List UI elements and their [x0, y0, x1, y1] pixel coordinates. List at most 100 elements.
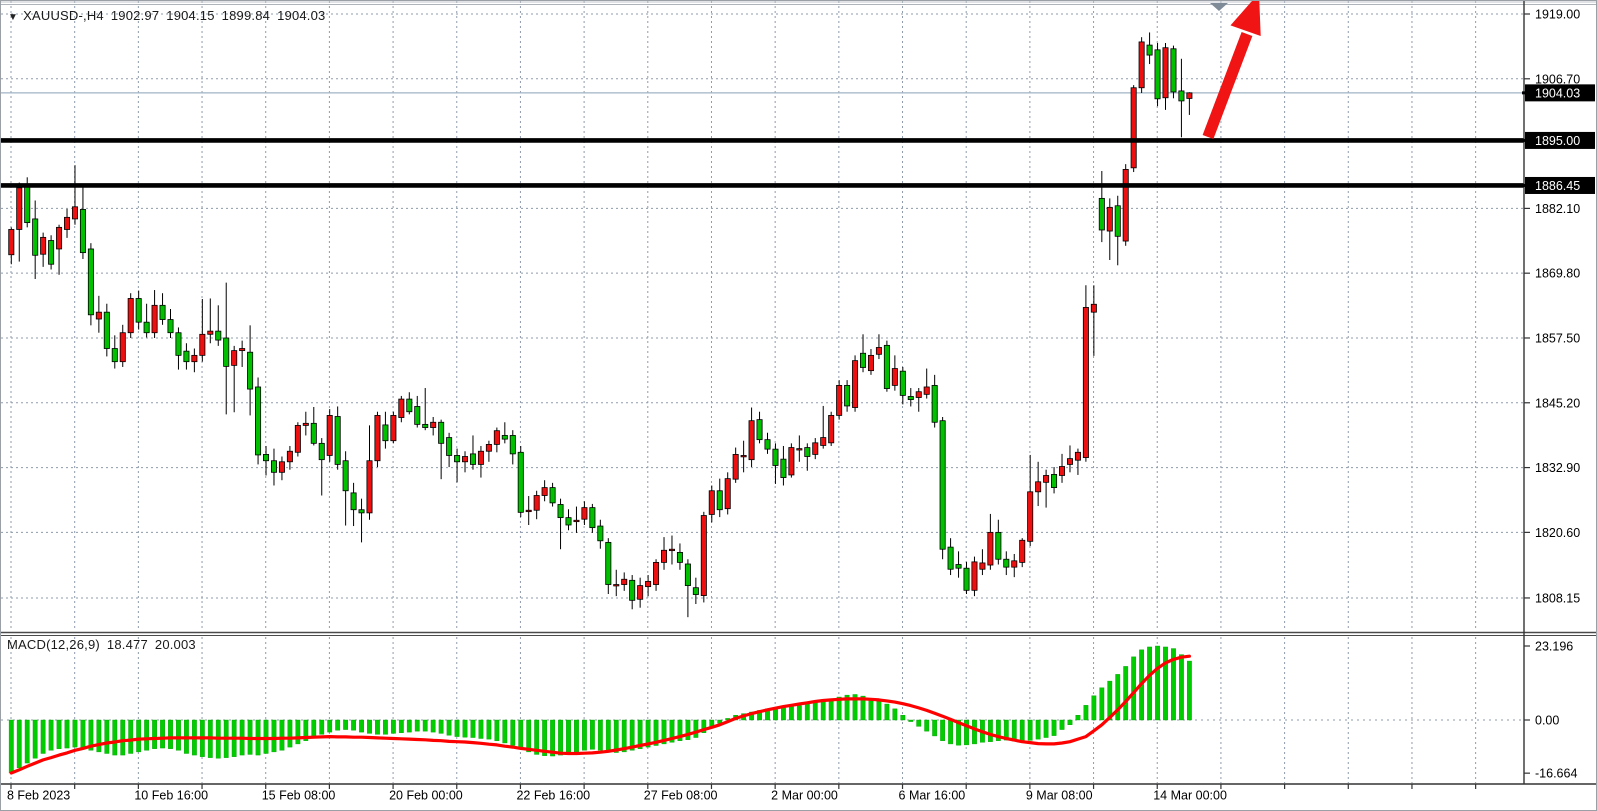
marker-triangle-icon [1210, 3, 1228, 11]
bull-candle [1035, 481, 1042, 493]
bull-candle [477, 450, 484, 465]
trend-arrow[interactable] [1202, 1, 1261, 140]
bull-candle [891, 368, 898, 386]
macd-bar [1075, 715, 1081, 721]
bull-candle [398, 398, 405, 418]
macd-bar [295, 719, 301, 745]
macd-bar [24, 719, 30, 764]
macd-bar [112, 719, 118, 756]
bear-candle [454, 455, 461, 463]
bear-candle [565, 517, 572, 526]
bear-candle [1170, 48, 1177, 93]
time-axis[interactable]: 8 Feb 2023 10 Feb 16:00 15 Feb 08:00 20 Feb… [7, 784, 1477, 803]
chevron-down-icon[interactable]: ▼ [8, 12, 19, 23]
price-axis[interactable]: 1919.00 1906.70 1882.10 1869.80 1857.50 1845.… [1522, 8, 1595, 781]
grid-lines [1, 1, 1524, 783]
macd-bar [916, 719, 922, 727]
macd-bar [518, 719, 524, 749]
bear-candle [24, 184, 31, 224]
bull-candle [231, 350, 238, 366]
bull-candle [621, 578, 628, 585]
bear-candle [255, 386, 262, 456]
bear-candle [318, 442, 325, 461]
macd-bar [1011, 719, 1017, 742]
bull-candle [748, 420, 755, 461]
price-axis-label: 1869.80 [1535, 267, 1580, 281]
macd-bar [1059, 719, 1065, 730]
macd-bar [685, 719, 691, 740]
macd-bar [534, 719, 540, 755]
macd-bar [56, 719, 62, 749]
macd-bar [375, 719, 380, 735]
macd-bar [613, 719, 619, 753]
bull-candle [390, 415, 397, 442]
support-resistance-lines[interactable] [1, 138, 1524, 188]
bear-candle [756, 419, 763, 441]
bull-candle [8, 229, 15, 256]
bull-candle [923, 386, 930, 395]
bear-candle [557, 504, 564, 519]
bear-candle [334, 416, 341, 465]
bear-candle [509, 435, 516, 455]
bear-candle [684, 563, 691, 586]
macd-bar [868, 698, 874, 721]
price-badge-text: 1895.00 [1535, 134, 1580, 148]
bull-candle [1130, 87, 1137, 169]
price-badge [1525, 84, 1595, 102]
macd-bar [160, 719, 165, 749]
bull-candle [1066, 458, 1073, 465]
macd-bar [40, 719, 46, 754]
bear-candle [676, 551, 683, 563]
macd-bar [964, 719, 969, 746]
macd-bar [1115, 674, 1121, 721]
price-axis-label: 1882.10 [1535, 202, 1580, 216]
bear-candle [883, 344, 890, 389]
bull-candle [867, 354, 874, 372]
bull-candle [278, 461, 285, 473]
bear-candle [907, 396, 914, 401]
bull-candle [64, 216, 71, 230]
macd-bar [303, 719, 309, 741]
bear-candle [32, 218, 39, 256]
macd-bar [287, 719, 293, 748]
bull-candle [1019, 539, 1026, 563]
bear-candle [780, 458, 787, 478]
macd-bar [327, 719, 333, 733]
bear-candle [1146, 44, 1153, 56]
macd-bar [948, 719, 953, 745]
macd-bar [144, 719, 150, 751]
bull-candle [796, 448, 803, 451]
low-value: 1899.84 [221, 8, 271, 23]
bear-candle [955, 564, 962, 569]
macd-bar [701, 719, 707, 733]
macd-bar [661, 719, 667, 745]
macd-bar [653, 719, 659, 746]
macd-bar [136, 719, 142, 753]
bear-candle [382, 424, 389, 442]
bear-candle [79, 209, 86, 254]
bear-candle [764, 439, 771, 450]
bull-candle [1082, 307, 1089, 458]
macd-bar [406, 719, 412, 733]
bear-candle [350, 492, 357, 511]
time-axis-label: 6 Mar 16:00 [899, 789, 966, 803]
macd-bar [924, 719, 930, 732]
bear-candle [223, 337, 230, 367]
macd-bar [64, 719, 70, 749]
macd-bar [932, 719, 938, 737]
bull-candle [127, 298, 134, 334]
macd-bar [812, 702, 818, 721]
bull-candle [1186, 92, 1193, 99]
bull-candle [812, 442, 819, 455]
macd-bar [645, 719, 651, 748]
macd-bar [1043, 719, 1049, 738]
bear-candle [860, 352, 867, 368]
bull-candle [302, 422, 309, 426]
macd-bar [892, 708, 898, 721]
macd-bar [263, 719, 269, 754]
macd-bar [804, 703, 810, 721]
bear-candle [143, 321, 150, 334]
macd-bar [486, 719, 492, 740]
bull-candle [40, 236, 47, 255]
